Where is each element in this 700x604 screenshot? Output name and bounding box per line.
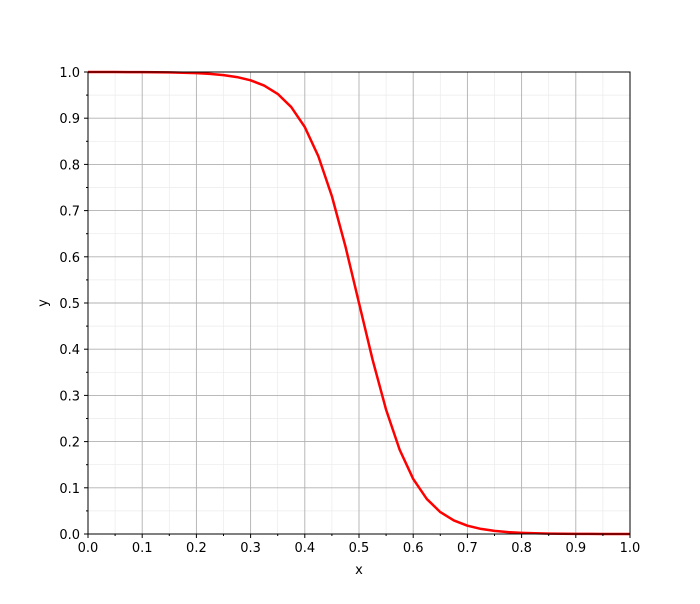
y-tick-label: 0.2 [59, 436, 80, 451]
x-tick-label: 0.8 [511, 541, 532, 556]
y-tick-label: 0.6 [59, 251, 80, 266]
y-tick-label: 0.7 [59, 205, 80, 220]
y-tick-label: 1.0 [59, 66, 80, 81]
x-tick-label: 0.1 [132, 541, 153, 556]
y-axis: 0.0 0.1 0.2 0.3 0.4 0.5 0.6 0.7 0.8 0.9 1.0 [59, 66, 88, 543]
x-tick-label: 0.7 [457, 541, 478, 556]
series-line [87, 70, 631, 536]
y-tick-label: 0.8 [59, 158, 80, 173]
y-tick-label: 0.3 [59, 389, 80, 404]
y-tick-label: 0.4 [59, 343, 80, 358]
y-axis-label: y [36, 299, 51, 307]
x-axis: 0.0 0.1 0.2 0.3 0.4 0.5 0.6 0.7 0.8 0.9 1.0 [78, 534, 641, 556]
y-tick-label: 0.9 [59, 112, 80, 127]
x-tick-label: 0.9 [565, 541, 586, 556]
x-tick-label: 0.4 [294, 541, 315, 556]
x-axis-label: x [355, 563, 363, 578]
x-tick-label: 0.3 [240, 541, 261, 556]
x-tick-label: 0.0 [78, 541, 99, 556]
x-tick-label: 0.6 [403, 541, 424, 556]
x-tick-label: 1.0 [620, 541, 641, 556]
y-tick-label: 0.1 [59, 482, 80, 497]
x-tick-label: 0.5 [349, 541, 370, 556]
y-tick-label: 0.0 [59, 528, 80, 543]
x-tick-label: 0.2 [186, 541, 207, 556]
y-tick-label: 0.5 [59, 297, 80, 312]
series-layer [87, 70, 631, 536]
